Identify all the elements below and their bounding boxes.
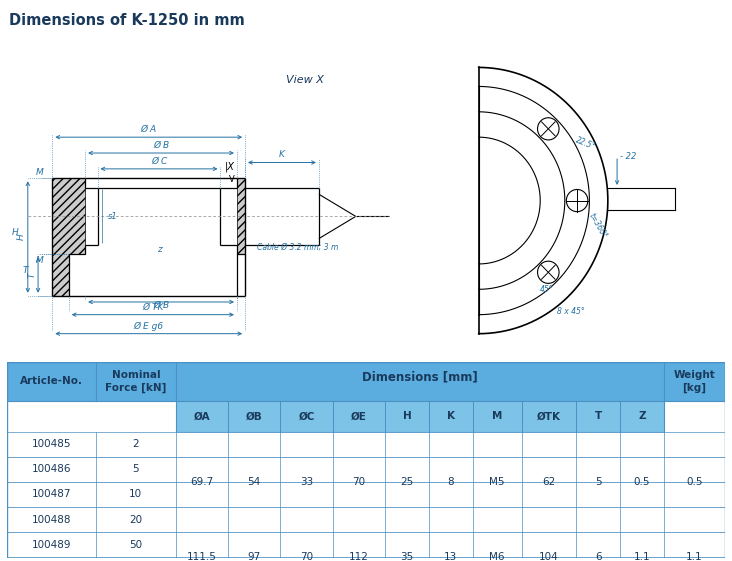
Text: M: M (492, 411, 502, 421)
Text: H: H (12, 228, 19, 237)
Text: 100485: 100485 (31, 439, 71, 449)
Text: Ø C: Ø C (151, 157, 167, 165)
Text: ØE: ØE (351, 411, 367, 421)
Text: Ø E g6: Ø E g6 (134, 321, 164, 330)
Text: Article-No.: Article-No. (20, 376, 83, 387)
Bar (7, 431, 725, 457)
Text: 35: 35 (400, 552, 414, 561)
Text: M6: M6 (489, 552, 505, 561)
Text: 100487: 100487 (31, 489, 71, 499)
Text: M: M (37, 256, 44, 265)
Text: 100488: 100488 (31, 514, 71, 525)
Bar (7, 507, 725, 532)
Text: ØTK: ØTK (537, 411, 561, 421)
Text: ØC: ØC (299, 411, 315, 421)
Bar (7, 532, 725, 557)
Text: 104: 104 (539, 552, 559, 561)
Text: Ø B: Ø B (153, 301, 169, 310)
Text: Dimensions [mm]: Dimensions [mm] (362, 370, 478, 383)
Text: Cable Ø 3.2 mm; 3 m: Cable Ø 3.2 mm; 3 m (258, 242, 339, 251)
Text: T: T (594, 411, 602, 421)
Text: 20: 20 (130, 514, 143, 525)
Text: 1.1: 1.1 (634, 552, 651, 561)
Text: M: M (37, 168, 44, 177)
Bar (7, 457, 725, 482)
Bar (7, 362, 725, 401)
Text: 33: 33 (300, 477, 313, 487)
Text: 1.1: 1.1 (686, 552, 703, 561)
Bar (7, 482, 725, 507)
Text: 2: 2 (132, 439, 139, 449)
Text: 62: 62 (542, 477, 556, 487)
Text: 13: 13 (444, 552, 458, 561)
Text: s1: s1 (108, 212, 118, 221)
Bar (176, 401, 664, 431)
Text: V: V (228, 175, 234, 184)
Text: 70: 70 (300, 552, 313, 561)
Text: 100486: 100486 (31, 465, 71, 474)
Text: M5: M5 (489, 477, 505, 487)
Text: 5: 5 (595, 477, 602, 487)
Text: Ø TK: Ø TK (142, 302, 163, 311)
Text: 50: 50 (130, 540, 143, 550)
Text: ØA: ØA (194, 411, 210, 421)
Text: Ø B: Ø B (153, 141, 169, 150)
Text: 69.7: 69.7 (190, 477, 214, 487)
Text: 10: 10 (130, 489, 143, 499)
Text: Nominal
Force [kN]: Nominal Force [kN] (105, 370, 167, 393)
Text: 54: 54 (247, 477, 261, 487)
Text: 100489: 100489 (31, 540, 71, 550)
Text: T: T (27, 272, 37, 278)
Text: H: H (403, 411, 411, 421)
Text: H: H (17, 233, 26, 240)
Text: 97: 97 (247, 552, 261, 561)
Text: 25: 25 (400, 477, 414, 487)
Text: 70: 70 (352, 477, 365, 487)
Text: 111.5: 111.5 (187, 552, 217, 561)
Text: K: K (279, 150, 285, 159)
Text: 0.5: 0.5 (686, 477, 703, 487)
Text: Ø A: Ø A (141, 125, 157, 134)
Text: Dimensions of K-1250 in mm: Dimensions of K-1250 in mm (9, 12, 244, 27)
Text: K: K (447, 411, 455, 421)
Text: t=360°: t=360° (586, 211, 608, 240)
Text: 6: 6 (595, 552, 602, 561)
Bar (7, 557, 725, 561)
Text: 8 x 45°: 8 x 45° (557, 307, 585, 316)
Text: Weight
[kg]: Weight [kg] (673, 370, 715, 393)
Text: z: z (157, 245, 161, 254)
Text: 5: 5 (132, 465, 139, 474)
Text: ØB: ØB (246, 411, 263, 421)
Text: - 22: - 22 (620, 151, 637, 160)
Text: T: T (23, 266, 29, 275)
Text: |X: |X (225, 162, 234, 172)
Polygon shape (53, 178, 85, 296)
Text: 112: 112 (349, 552, 369, 561)
Polygon shape (237, 178, 245, 255)
Text: 22.5°: 22.5° (574, 135, 597, 151)
Text: 0.5: 0.5 (634, 477, 650, 487)
Text: Z: Z (638, 411, 646, 421)
Text: 8: 8 (447, 477, 454, 487)
Text: 45°: 45° (539, 285, 553, 294)
Text: View X: View X (286, 75, 324, 85)
